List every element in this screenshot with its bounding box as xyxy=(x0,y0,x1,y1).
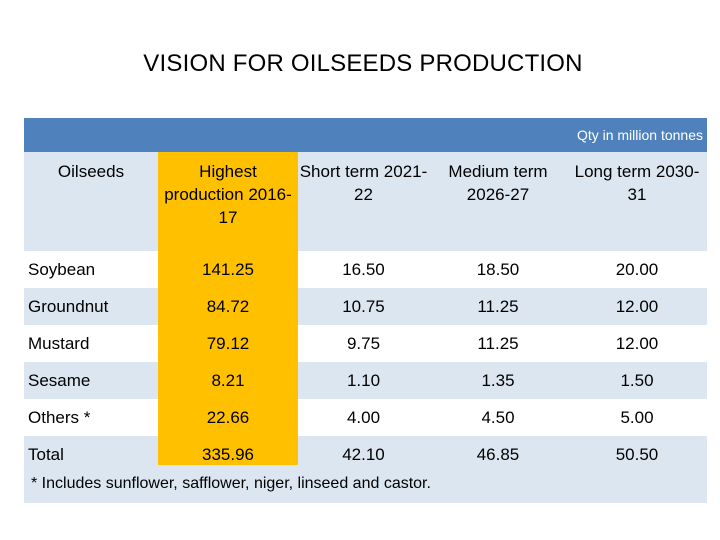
row-label: Soybean xyxy=(24,251,158,288)
table-cell: 16.50 xyxy=(298,251,429,288)
table-cell: 8.21 xyxy=(158,362,298,399)
table-cell: 5.00 xyxy=(567,399,707,436)
column-header: Long term 2030-31 xyxy=(567,152,707,251)
table-cell: 1.35 xyxy=(429,362,567,399)
column-header: Oilseeds xyxy=(24,152,158,251)
table-cell: 20.00 xyxy=(567,251,707,288)
table-cell: 84.72 xyxy=(158,288,298,325)
table-cell: 12.00 xyxy=(567,325,707,362)
row-label: Mustard xyxy=(24,325,158,362)
row-label: Sesame xyxy=(24,362,158,399)
table-cell: 11.25 xyxy=(429,325,567,362)
table-cell: 1.50 xyxy=(567,362,707,399)
table-cell: 79.12 xyxy=(158,325,298,362)
row-label: Groundnut xyxy=(24,288,158,325)
table-cell: 4.00 xyxy=(298,399,429,436)
footnote: * Includes sunflower, safflower, niger, … xyxy=(24,465,707,503)
table-row: Others * 22.66 4.00 4.50 5.00 xyxy=(24,399,707,436)
table-cell: 4.50 xyxy=(429,399,567,436)
row-label: Others * xyxy=(24,399,158,436)
column-header: Medium term 2026-27 xyxy=(429,152,567,251)
table-cell: 9.75 xyxy=(298,325,429,362)
oilseeds-table: Oilseeds Highest production 2016-17 Shor… xyxy=(24,152,707,473)
table-cell: 18.50 xyxy=(429,251,567,288)
table-row: Mustard 79.12 9.75 11.25 12.00 xyxy=(24,325,707,362)
footnote-text: * Includes sunflower, safflower, niger, … xyxy=(31,475,431,492)
table-cell: 12.00 xyxy=(567,288,707,325)
table-cell: 11.25 xyxy=(429,288,567,325)
table-row: Groundnut 84.72 10.75 11.25 12.00 xyxy=(24,288,707,325)
table-cell: 22.66 xyxy=(158,399,298,436)
table-cell: 10.75 xyxy=(298,288,429,325)
column-header: Highest production 2016-17 xyxy=(158,152,298,251)
column-header: Short term 2021-22 xyxy=(298,152,429,251)
table-header-row: Oilseeds Highest production 2016-17 Shor… xyxy=(24,152,707,251)
page-title: VISION FOR OILSEEDS PRODUCTION xyxy=(143,50,583,77)
table-row: Sesame 8.21 1.10 1.35 1.50 xyxy=(24,362,707,399)
table-row: Soybean 141.25 16.50 18.50 20.00 xyxy=(24,251,707,288)
units-bar: Qty in million tonnes xyxy=(24,118,707,152)
table-cell: 1.10 xyxy=(298,362,429,399)
table-cell: 141.25 xyxy=(158,251,298,288)
units-label: Qty in million tonnes xyxy=(576,127,703,143)
